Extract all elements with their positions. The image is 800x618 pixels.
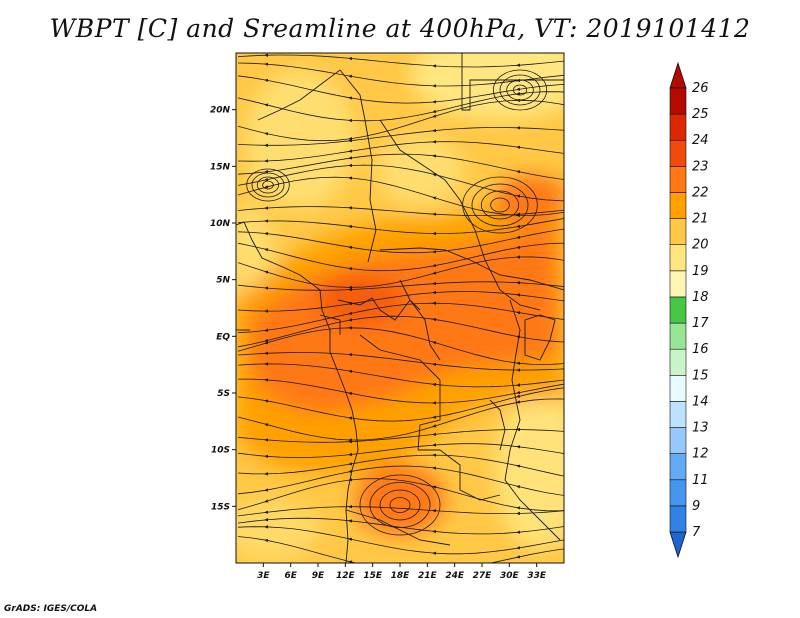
- colorbar: 7 9 11 12 13 14 15 16 17 18 19 20 21 22 23 24 25 26: [669, 61, 709, 559]
- colorbar-label: 12: [692, 447, 709, 462]
- circulation-streamline: [471, 183, 529, 227]
- lon-tick-label: 15E: [363, 571, 383, 581]
- colorbar-label: 24: [692, 133, 709, 148]
- circulation-streamline: [359, 474, 441, 536]
- circulation-streamline: [379, 489, 421, 521]
- colorbar-label: 22: [692, 185, 709, 200]
- circulation-streamline: [512, 84, 528, 96]
- colorbar-segment: [669, 244, 687, 272]
- lat-tick-label: 20N: [210, 106, 231, 116]
- circulation-streamline: [480, 190, 520, 220]
- colorbar-min-arrow: [669, 531, 687, 559]
- colorbar-segment: [669, 270, 687, 298]
- colorbar-label: 15: [692, 368, 709, 383]
- lon-tick-label: 3E: [257, 571, 270, 581]
- lon-tick-label: 6E: [284, 571, 297, 581]
- circulation-streamline: [506, 79, 534, 101]
- colorbar-segment: [669, 322, 687, 350]
- colorbar-segment: [669, 296, 687, 324]
- lat-tick-label: 10N: [210, 219, 231, 229]
- lat-tick-label: 5N: [216, 276, 230, 286]
- colorbar-label: 16: [692, 342, 709, 357]
- circulation-streamline: [256, 176, 280, 194]
- colorbar-label: 7: [692, 525, 701, 540]
- lon-tick-label: 30E: [500, 571, 520, 581]
- colorbar-segment: [669, 453, 687, 481]
- circulation-streamline: [389, 497, 411, 513]
- colorbar-max-arrow: [669, 61, 687, 89]
- plot-title: WBPT [C] and Sreamline at 400hPa, VT: 20…: [49, 14, 751, 43]
- circulation-streamline: [499, 74, 541, 106]
- circulation-streamline: [251, 172, 285, 198]
- colorbar-segment: [669, 374, 687, 402]
- colorbar-label: 13: [692, 421, 709, 436]
- colorbar-label: 19: [692, 264, 709, 279]
- circulation-streamline: [462, 176, 538, 234]
- grads-credit: GrADS: IGES/COLA: [4, 604, 98, 614]
- lon-tick-label: 12E: [336, 571, 356, 581]
- colorbar-label: 18: [692, 290, 709, 305]
- colorbar-segment: [669, 427, 687, 454]
- lat-tick-label: 5S: [217, 389, 230, 399]
- circulation-streamline: [492, 69, 548, 111]
- circulation-streamline: [262, 180, 274, 190]
- lat-tick-label: EQ: [216, 332, 230, 342]
- colorbar-segment: [669, 87, 687, 115]
- lon-tick-label: 24E: [445, 571, 465, 581]
- colorbar-segment: [669, 401, 687, 428]
- longitude-axis: 3E 6E 9E 12E 15E 18E 21E 24E 27E 30E 33E: [257, 563, 547, 581]
- colorbar-label: 11: [692, 473, 709, 488]
- lon-tick-label: 18E: [391, 571, 411, 581]
- colorbar-label: 25: [692, 107, 709, 122]
- lon-tick-label: 33E: [527, 571, 547, 581]
- lon-tick-label: 27E: [473, 571, 493, 581]
- colorbar-label: 14: [692, 394, 709, 409]
- lat-tick-label: 10S: [211, 446, 230, 456]
- lat-tick-label: 15S: [211, 502, 230, 512]
- colorbar-segment: [669, 166, 687, 193]
- lon-tick-label: 21E: [418, 571, 438, 581]
- streamlines: [237, 53, 564, 563]
- colorbar-segment: [669, 113, 687, 141]
- colorbar-segment: [669, 139, 687, 167]
- circulation-streamline: [490, 197, 510, 213]
- colorbar-segment: [669, 192, 687, 219]
- colorbar-segment: [669, 348, 687, 376]
- colorbar-segment: [669, 479, 687, 507]
- colorbar-label: 20: [692, 238, 709, 253]
- circulation-streamline: [246, 168, 290, 202]
- lat-tick-label: 15N: [210, 162, 231, 172]
- circulation-streamline: [369, 482, 431, 528]
- colorbar-label: 26: [692, 81, 709, 96]
- colorbar-label: 23: [692, 159, 709, 174]
- lon-tick-label: 9E: [312, 571, 325, 581]
- colorbar-segment: [669, 218, 687, 246]
- colorbar-label: 9: [692, 499, 700, 514]
- colorbar-label: 17: [692, 316, 709, 331]
- latitude-axis: 20N 15N 10N 5N EQ 5S 10S 15S: [210, 106, 236, 512]
- colorbar-label: 21: [692, 212, 709, 227]
- colorbar-segment: [669, 505, 687, 533]
